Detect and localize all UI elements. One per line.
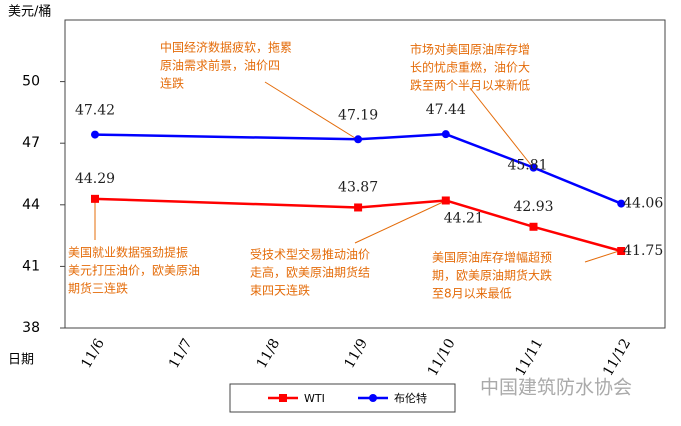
legend-label: WTI bbox=[304, 392, 325, 405]
x-tick-label: 11/8 bbox=[254, 336, 284, 371]
annotation: 美国就业数据强劲提振 bbox=[68, 245, 188, 260]
x-tick-label: 11/7 bbox=[166, 336, 196, 371]
x-tick-label: 11/12 bbox=[600, 336, 634, 379]
series-segment bbox=[533, 166, 622, 205]
annotation: 连跌 bbox=[160, 76, 184, 91]
annotation: 中国经济数据疲软，拖累 bbox=[160, 40, 292, 55]
legend-box bbox=[229, 383, 456, 413]
marker bbox=[91, 194, 99, 203]
series-segment bbox=[358, 132, 446, 141]
data-label: 45.81 bbox=[507, 158, 547, 174]
marker bbox=[441, 196, 450, 205]
annotation: 期，欧美原油期货大跌 bbox=[432, 268, 552, 283]
marker bbox=[529, 163, 538, 172]
series-segment bbox=[445, 132, 534, 169]
annotation: 束四天连跌 bbox=[250, 283, 310, 298]
annotation: 期货三连跌 bbox=[68, 281, 128, 296]
data-label: 47.42 bbox=[75, 103, 115, 119]
annotation-line bbox=[469, 87, 532, 166]
annotation: 市场对美国原油库存增 bbox=[410, 42, 530, 57]
y-tick-label: 50 bbox=[22, 74, 40, 90]
x-tick-label: 11/11 bbox=[512, 336, 546, 379]
series-segment bbox=[358, 199, 446, 209]
marker bbox=[354, 203, 363, 212]
plot-frame bbox=[64, 19, 666, 329]
series-segment bbox=[94, 133, 359, 141]
legend-marker bbox=[369, 394, 377, 402]
annotation: 美国原油库存增幅超预 bbox=[432, 250, 552, 265]
y-tick-label: 38 bbox=[22, 320, 40, 336]
annotation: 受技术型交易推动油价 bbox=[250, 247, 370, 262]
data-label: 44.21 bbox=[444, 210, 484, 226]
annotation-line bbox=[584, 250, 620, 263]
marker bbox=[529, 222, 538, 231]
annotation: 美元打压油价，欧美原油 bbox=[68, 264, 200, 278]
data-label: 47.44 bbox=[426, 102, 466, 118]
y-tick-label: 41 bbox=[22, 258, 40, 274]
marker bbox=[617, 199, 626, 208]
x-tick-label: 11/9 bbox=[341, 336, 371, 371]
annotation: 跌至两个半月以来新低 bbox=[410, 78, 530, 93]
y-axis-label: 美元/桶 bbox=[8, 5, 51, 20]
data-label: 44.29 bbox=[75, 171, 115, 187]
annotation-line bbox=[354, 201, 444, 244]
annotation: 走高，欧美原油期货结 bbox=[250, 265, 370, 280]
x-tick-label: 11/6 bbox=[78, 336, 108, 371]
annotation-line bbox=[264, 81, 356, 139]
annotation: 至8月以来最低 bbox=[432, 287, 512, 301]
data-label: 41.75 bbox=[623, 243, 663, 259]
annotation: 原油需求前景，油价四 bbox=[160, 58, 280, 73]
data-label: 47.19 bbox=[338, 107, 378, 123]
series-segment bbox=[533, 225, 622, 253]
data-label: 43.87 bbox=[338, 179, 378, 195]
marker bbox=[617, 247, 626, 255]
data-label: 42.93 bbox=[513, 199, 553, 215]
marker bbox=[441, 130, 450, 139]
series-segment bbox=[445, 199, 534, 228]
annotation-lines bbox=[94, 81, 620, 263]
marker bbox=[354, 135, 363, 144]
data-label: 44.06 bbox=[623, 196, 663, 212]
x-tick-label: 11/10 bbox=[425, 336, 459, 379]
annotation: 长的忧虑重燃，油价大 bbox=[410, 60, 530, 75]
marker bbox=[91, 130, 99, 139]
watermark: 中国建筑防水协会 bbox=[480, 377, 632, 399]
y-tick-label: 47 bbox=[22, 135, 40, 151]
legend-marker bbox=[279, 394, 287, 402]
legend-label: 布伦特 bbox=[394, 391, 427, 405]
y-tick-label: 44 bbox=[22, 197, 40, 213]
series-segment bbox=[94, 197, 359, 209]
x-axis-label: 日期 bbox=[8, 353, 34, 368]
